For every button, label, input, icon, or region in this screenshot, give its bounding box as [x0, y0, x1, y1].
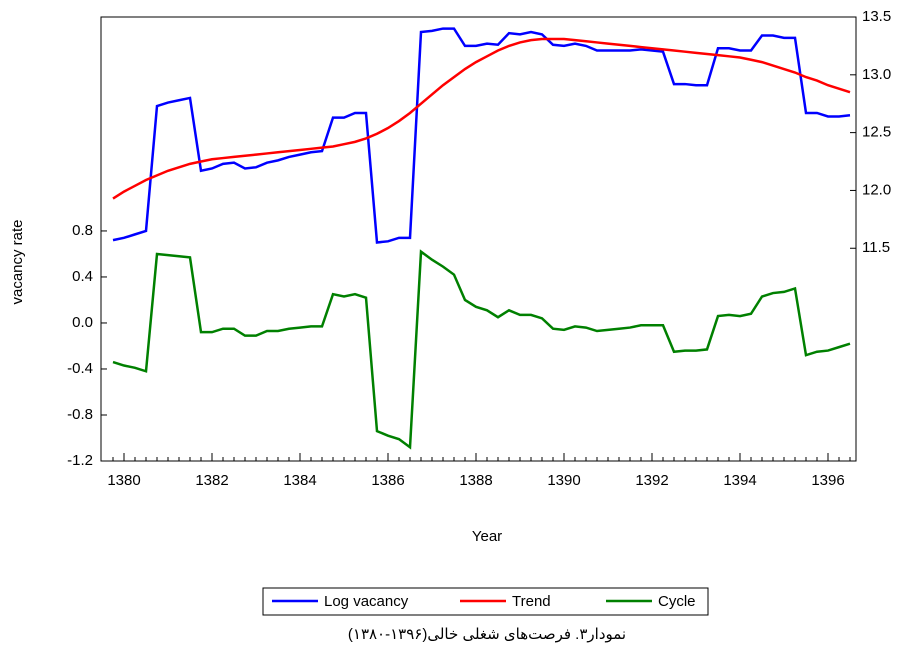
- y2-tick-label: 13.0: [862, 66, 891, 83]
- series-line: [112, 249, 851, 450]
- x-tick-label: 1388: [459, 472, 492, 489]
- y-tick-label: -1.2: [67, 452, 93, 469]
- y2-tick-label: 12.5: [862, 124, 891, 141]
- y2-tick-label: 12.0: [862, 181, 891, 198]
- legend-box: [262, 587, 709, 616]
- y-tick-label: 0.0: [72, 314, 93, 331]
- y2-tick-label: 13.5: [862, 8, 891, 25]
- y-axis-label: vacancy rate: [9, 219, 26, 304]
- x-tick-label: 1382: [195, 472, 228, 489]
- y2-tick-label: 11.5: [862, 239, 890, 256]
- x-tick-label: 1396: [811, 472, 844, 489]
- legend-label: Log vacancy: [324, 593, 409, 610]
- y-tick-label: -0.8: [67, 406, 93, 423]
- legend-label: Cycle: [658, 593, 696, 610]
- plot-frame: [100, 16, 857, 462]
- x-tick-label: 1384: [283, 472, 316, 489]
- y-tick-label: -0.4: [67, 360, 93, 377]
- caption: نمودار۳. فرصت‌های شغلی خالی(۱۳۹۶-۱۳۸۰): [348, 626, 626, 643]
- series-line: [112, 37, 851, 200]
- x-axis-label: Year: [472, 528, 502, 545]
- x-tick-label: 1394: [723, 472, 756, 489]
- x-tick-label: 1390: [547, 472, 580, 489]
- y-tick-label: 0.8: [72, 222, 93, 239]
- x-tick-label: 1392: [635, 472, 668, 489]
- series-line: [112, 27, 851, 244]
- y-tick-label: 0.4: [72, 268, 93, 285]
- x-tick-label: 1380: [107, 472, 140, 489]
- x-tick-label: 1386: [371, 472, 404, 489]
- legend-label: Trend: [512, 593, 551, 610]
